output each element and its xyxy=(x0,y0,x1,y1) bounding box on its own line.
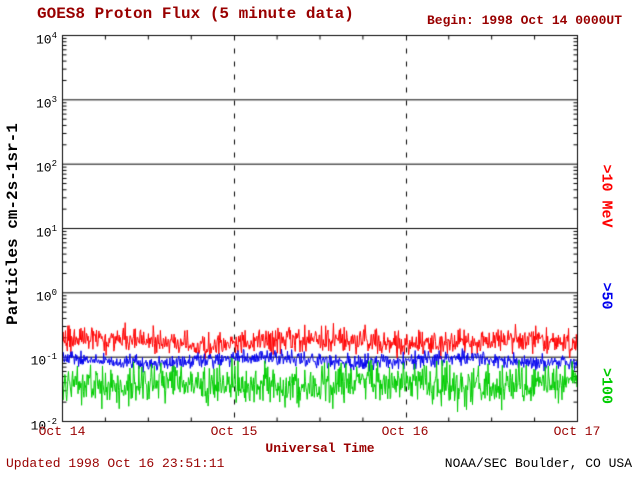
y-tick-label: 104 xyxy=(35,30,57,47)
x-tick-label-oct16: Oct 16 xyxy=(381,424,429,439)
x-tick-label-oct14: Oct 14 xyxy=(38,424,86,439)
credit-noaa-sec: NOAA/SEC Boulder, CO USA xyxy=(444,456,632,471)
x-axis-label: Universal Time xyxy=(265,441,375,456)
series-label-gt10mev: >10 MeV xyxy=(597,164,615,228)
series-label-gt50: >50 xyxy=(597,282,615,310)
x-tick-label-oct15: Oct 15 xyxy=(210,424,258,439)
begin-timestamp: Begin: 1998 Oct 14 0000UT xyxy=(427,13,623,28)
y-tick-label: 103 xyxy=(35,94,57,112)
y-tick-label: 100 xyxy=(35,287,57,305)
y-tick-label: 10-2 xyxy=(30,416,57,433)
y-tick-label: 10-1 xyxy=(30,352,57,369)
y-tick-label: 101 xyxy=(35,223,57,240)
x-tick-label-oct17: Oct 17 xyxy=(553,424,601,439)
chart-title: GOES8 Proton Flux (5 minute data) xyxy=(37,5,354,23)
updated-timestamp: Updated 1998 Oct 16 23:51:11 xyxy=(6,456,225,471)
y-tick-label: 102 xyxy=(35,159,57,176)
series-label-gt100: >100 xyxy=(597,367,615,405)
